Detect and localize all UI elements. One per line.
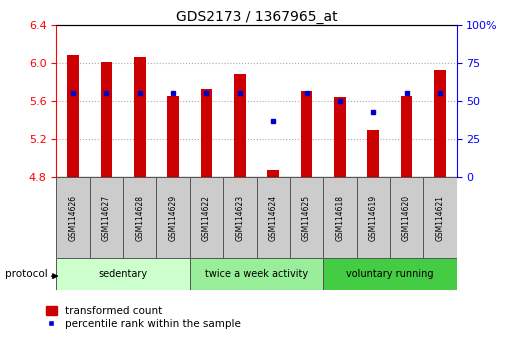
Text: GSM114618: GSM114618 bbox=[336, 195, 344, 241]
Bar bbox=[290, 177, 323, 258]
Bar bbox=[56, 177, 90, 258]
Text: GSM114619: GSM114619 bbox=[369, 195, 378, 241]
Bar bbox=[434, 70, 446, 177]
Text: GSM114628: GSM114628 bbox=[135, 195, 144, 241]
Text: sedentary: sedentary bbox=[98, 269, 148, 279]
Bar bbox=[390, 177, 423, 258]
Text: GSM114620: GSM114620 bbox=[402, 195, 411, 241]
Bar bbox=[56, 258, 190, 290]
Bar bbox=[367, 130, 379, 177]
Bar bbox=[223, 177, 256, 258]
Text: GSM114629: GSM114629 bbox=[169, 195, 177, 241]
Bar bbox=[301, 91, 312, 177]
Bar bbox=[423, 177, 457, 258]
Bar bbox=[267, 170, 279, 177]
Text: protocol: protocol bbox=[5, 269, 48, 279]
Bar bbox=[67, 55, 79, 177]
Text: GSM114625: GSM114625 bbox=[302, 195, 311, 241]
Bar bbox=[190, 258, 323, 290]
Bar bbox=[156, 177, 190, 258]
Bar bbox=[323, 258, 457, 290]
Bar bbox=[101, 62, 112, 177]
Text: GSM114623: GSM114623 bbox=[235, 195, 244, 241]
Bar bbox=[401, 96, 412, 177]
Bar bbox=[190, 177, 223, 258]
Bar bbox=[201, 90, 212, 177]
Bar bbox=[256, 177, 290, 258]
Bar bbox=[234, 74, 246, 177]
Bar bbox=[334, 97, 346, 177]
Text: voluntary running: voluntary running bbox=[346, 269, 433, 279]
Title: GDS2173 / 1367965_at: GDS2173 / 1367965_at bbox=[175, 10, 338, 24]
Bar bbox=[123, 177, 156, 258]
Bar bbox=[323, 177, 357, 258]
Text: GSM114621: GSM114621 bbox=[436, 195, 444, 241]
Text: GSM114627: GSM114627 bbox=[102, 195, 111, 241]
Text: GSM114624: GSM114624 bbox=[269, 195, 278, 241]
Bar bbox=[90, 177, 123, 258]
Bar bbox=[134, 57, 146, 177]
Legend: transformed count, percentile rank within the sample: transformed count, percentile rank withi… bbox=[46, 306, 241, 329]
Text: twice a week activity: twice a week activity bbox=[205, 269, 308, 279]
Text: GSM114626: GSM114626 bbox=[69, 195, 77, 241]
Bar bbox=[357, 177, 390, 258]
Bar bbox=[167, 96, 179, 177]
Text: GSM114622: GSM114622 bbox=[202, 195, 211, 241]
